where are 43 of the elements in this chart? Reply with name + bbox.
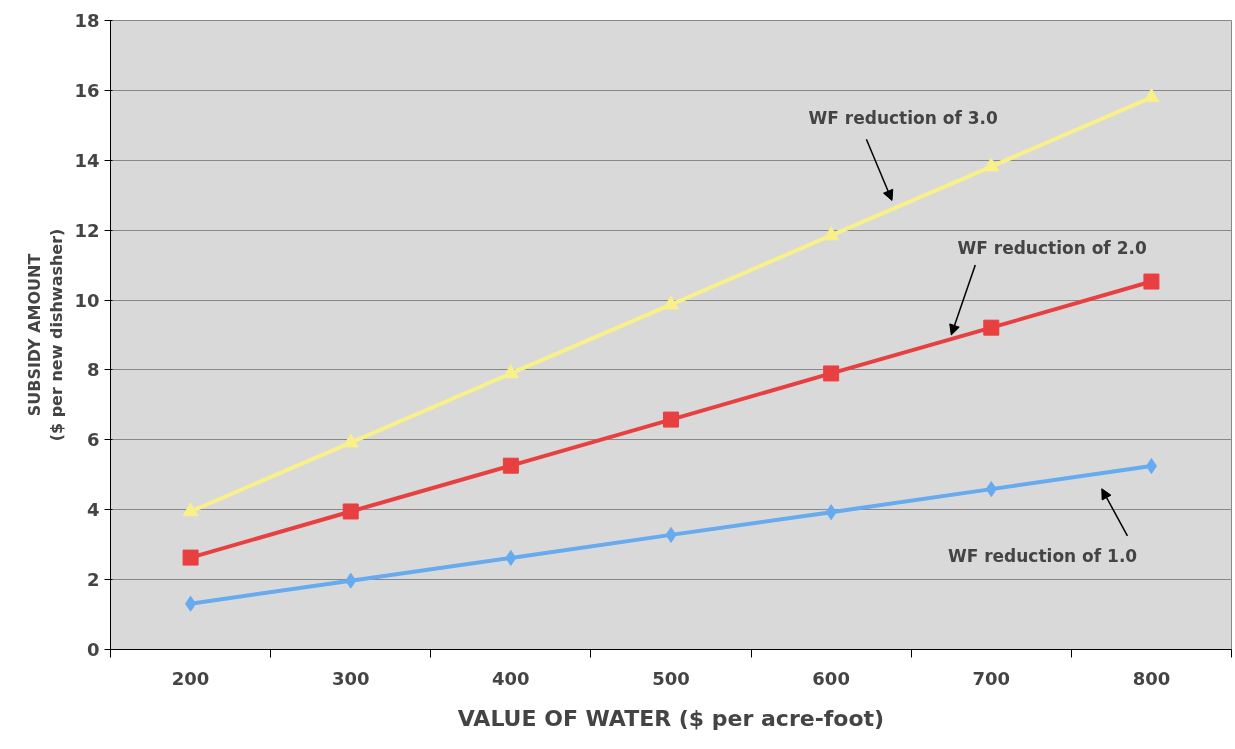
y-tick-label: 10 — [74, 289, 100, 311]
point — [182, 549, 199, 566]
y-tick-label: 8 — [86, 359, 100, 381]
point — [823, 226, 840, 241]
y-tick-label: 16 — [74, 79, 100, 101]
x-axis-title: VALUE OF WATER ($ per acre-foot) — [457, 705, 885, 731]
point — [342, 433, 359, 448]
point — [502, 457, 519, 474]
point — [825, 504, 837, 521]
point — [1143, 273, 1160, 290]
point — [182, 502, 199, 517]
y-axis-title: SUBSIDY AMOUNT ($ per new dishwasher) — [24, 228, 67, 442]
text: WF reduction of 1.0 — [947, 546, 1138, 567]
y-tick-label: 0 — [86, 639, 100, 660]
point — [985, 481, 997, 498]
x-tick-label: 200 — [171, 667, 210, 689]
point — [342, 503, 359, 520]
point — [502, 364, 519, 379]
point — [1145, 458, 1157, 475]
point — [823, 365, 840, 382]
x-tick-label: 700 — [972, 667, 1011, 689]
x-tick-label: 500 — [652, 667, 690, 689]
x-tick-label: 600 — [812, 667, 850, 689]
y-tick-label: 2 — [86, 569, 100, 591]
x-tick-label: 300 — [331, 667, 370, 689]
y-tick-label: 18 — [74, 10, 100, 31]
y-tick-label: 14 — [74, 149, 100, 171]
point — [185, 595, 197, 612]
point — [983, 157, 1000, 172]
point — [663, 295, 679, 310]
y-tick-label: 12 — [74, 219, 100, 241]
point — [663, 411, 679, 428]
point — [1143, 88, 1160, 103]
series-label: WF reduction of 2.0 — [957, 237, 1147, 258]
x-tick-label: 400 — [492, 667, 530, 689]
point — [983, 319, 1000, 336]
point — [665, 526, 677, 543]
y-tick-label: 6 — [86, 429, 100, 451]
point — [505, 549, 517, 566]
point — [345, 572, 357, 589]
y-tick-label: 4 — [86, 499, 100, 521]
x-tick-label: 800 — [1132, 667, 1171, 689]
series-label: WF reduction of 3.0 — [808, 108, 999, 129]
